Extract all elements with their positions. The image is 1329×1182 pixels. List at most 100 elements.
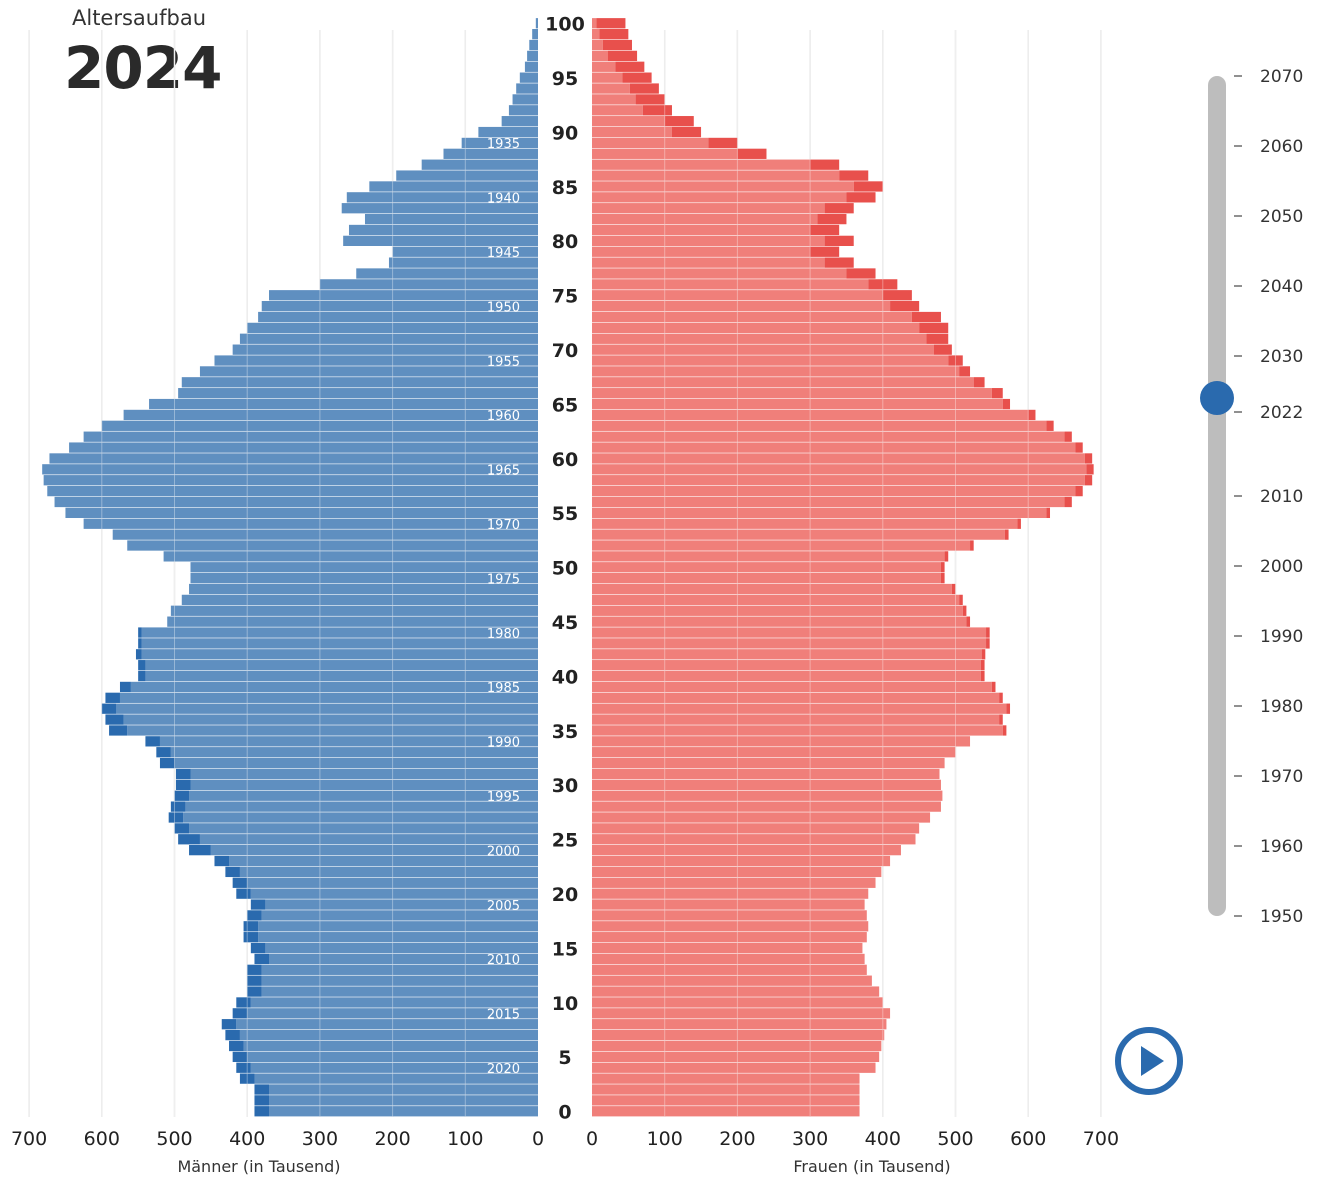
female-excess-bar [944, 551, 949, 562]
female-bar [592, 703, 1007, 714]
female-bar [592, 942, 863, 954]
female-excess-bar [933, 344, 952, 355]
female-excess-bar [810, 246, 840, 257]
male-bar [69, 442, 539, 453]
female-excess-bar [980, 660, 985, 671]
slider-year-label[interactable]: 1980 [1260, 697, 1303, 717]
male-bar [159, 736, 538, 747]
female-excess-bar [1084, 475, 1093, 486]
slider-year-label[interactable]: 2070 [1260, 67, 1303, 87]
year-slider[interactable]: 2070 2060 2050 2040 2030 2022 2010 2000 1990 1980… [1196, 60, 1329, 940]
slider-year-label[interactable]: 2010 [1260, 487, 1303, 507]
female-excess-bar [966, 616, 971, 627]
male-bar [167, 616, 539, 627]
female-bar [592, 812, 931, 823]
slider-year-label[interactable]: 1990 [1260, 627, 1303, 647]
x-tick-label-right: 400 [865, 1128, 901, 1150]
female-bar [592, 148, 738, 159]
male-excess-bar [254, 1084, 270, 1095]
female-bar [592, 910, 867, 921]
female-bar [592, 921, 869, 932]
slider-year-label[interactable]: 2060 [1260, 137, 1303, 157]
x-axis-label-female: Frauen (in Tausend) [793, 1157, 950, 1176]
female-bar [592, 660, 981, 671]
birth-year-label: 1945 [487, 246, 520, 261]
slider-year-label[interactable]: 2050 [1260, 207, 1303, 227]
female-bar [592, 181, 854, 192]
female-excess-bar [602, 39, 632, 51]
female-bar [592, 562, 941, 573]
male-bar [178, 388, 538, 399]
male-bar [174, 757, 538, 769]
female-bar [592, 888, 869, 899]
male-bar [145, 660, 539, 671]
slider-track[interactable] [1208, 76, 1226, 916]
male-bar [181, 377, 538, 388]
female-bar [592, 301, 891, 312]
male-excess-bar [214, 855, 230, 867]
male-excess-bar [225, 1029, 240, 1041]
female-bar [592, 355, 949, 366]
female-bar [592, 997, 883, 1008]
male-excess-bar [229, 1040, 244, 1052]
female-excess-bar [911, 311, 941, 323]
female-bar [592, 453, 1085, 464]
male-excess-bar [135, 649, 142, 660]
slider-year-label[interactable]: 1960 [1260, 837, 1303, 857]
male-bar [508, 105, 538, 116]
male-bar [190, 768, 538, 780]
female-bar [592, 823, 920, 834]
female-excess-bar [959, 594, 963, 606]
male-bar [443, 148, 538, 159]
female-bar [592, 126, 672, 138]
male-bar [269, 1106, 538, 1117]
female-excess-bar [980, 670, 985, 682]
female-bar [592, 1029, 885, 1041]
male-bar [516, 83, 538, 94]
age-tick-label: 45 [552, 612, 578, 634]
age-tick-label: 30 [552, 775, 578, 797]
male-excess-bar [254, 1106, 270, 1117]
male-bar [261, 986, 538, 997]
female-excess-bar [1017, 518, 1021, 529]
slider-thumb[interactable] [1200, 381, 1234, 415]
male-bar [149, 398, 538, 410]
male-bar [239, 1029, 538, 1041]
female-bar [592, 1040, 882, 1052]
female-bar [592, 61, 616, 72]
female-bar [592, 714, 1000, 725]
female-bar [592, 877, 876, 888]
male-bar [247, 1008, 538, 1019]
slider-year-label[interactable]: 1950 [1260, 907, 1303, 927]
female-bar [592, 1084, 860, 1095]
slider-year-label[interactable]: 2030 [1260, 347, 1303, 367]
male-bar [265, 942, 538, 954]
female-bar [592, 409, 1029, 421]
female-bar [592, 94, 636, 105]
male-bar [261, 910, 538, 921]
slider-year-label[interactable]: 2040 [1260, 277, 1303, 297]
male-excess-bar [236, 1062, 251, 1073]
female-bar [592, 83, 630, 94]
female-bar [592, 518, 1018, 529]
male-excess-bar [247, 910, 262, 921]
female-excess-bar [824, 257, 854, 268]
play-button[interactable] [1114, 1026, 1184, 1096]
birth-year-label: 1935 [487, 137, 520, 152]
female-bar [592, 953, 865, 965]
slider-year-label[interactable]: 2000 [1260, 557, 1303, 577]
male-excess-bar [175, 768, 191, 780]
female-bar [592, 1073, 860, 1084]
male-bar [243, 1040, 538, 1052]
male-bar [210, 845, 538, 856]
female-bar [592, 638, 987, 649]
age-tick-label: 90 [552, 122, 578, 144]
male-bar [527, 50, 538, 62]
male-bar [47, 485, 539, 497]
slider-year-label[interactable]: 2022 [1260, 403, 1303, 423]
male-excess-bar [221, 1019, 237, 1030]
birth-year-label: 1940 [487, 192, 520, 207]
slider-year-label[interactable]: 1970 [1260, 767, 1303, 787]
male-excess-bar [156, 747, 171, 758]
female-excess-bar [1075, 485, 1083, 497]
